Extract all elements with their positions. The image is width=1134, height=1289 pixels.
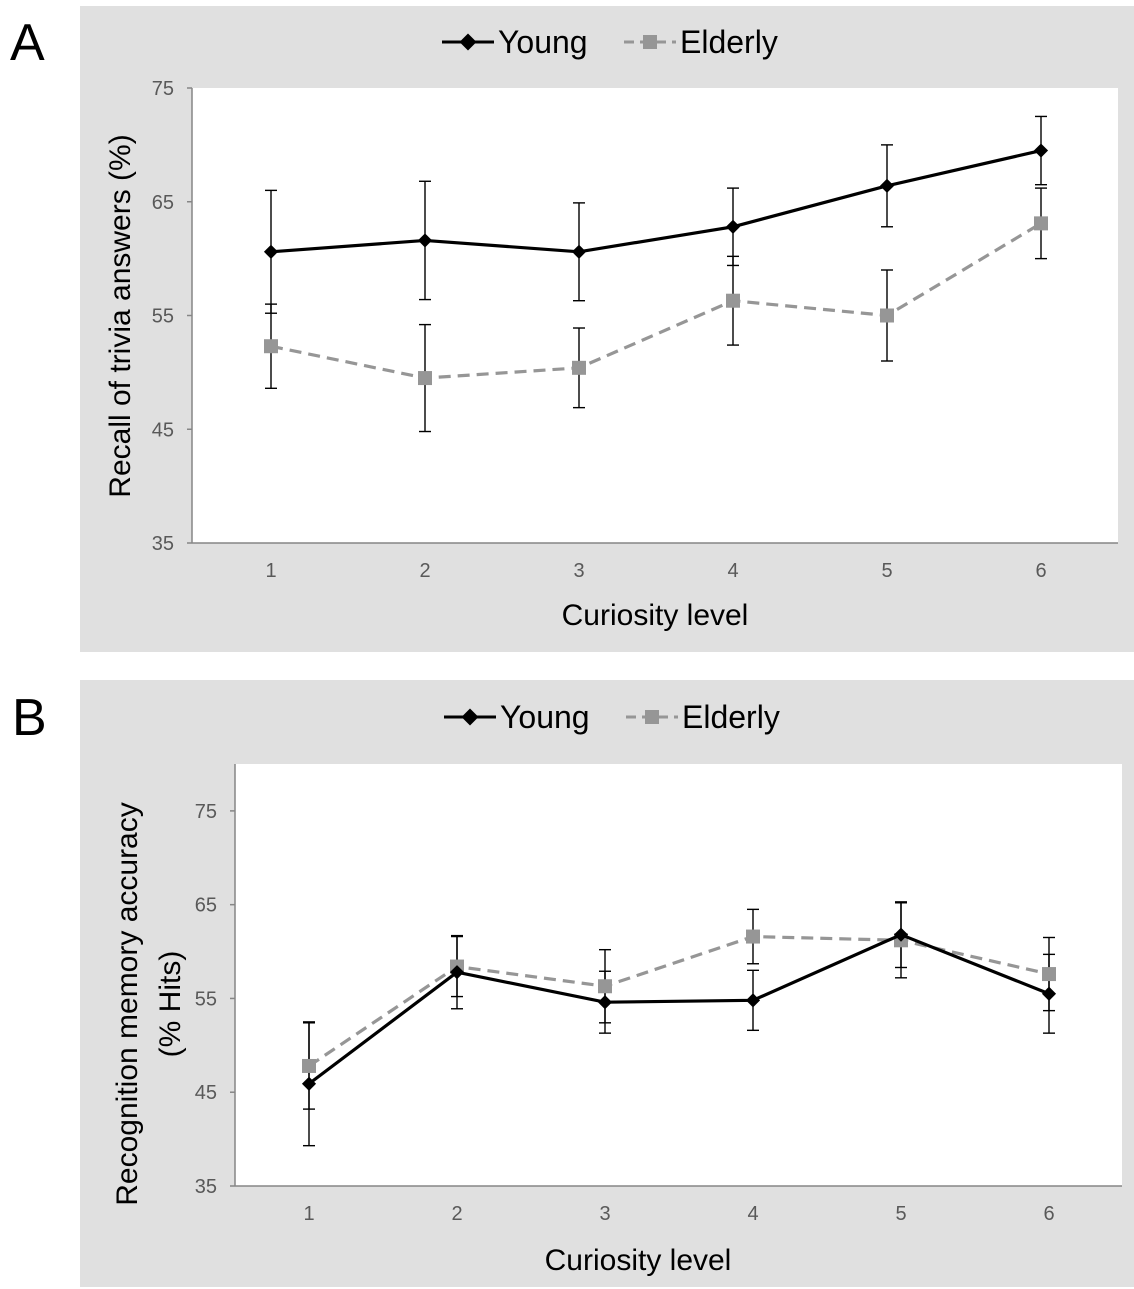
y-axis-label-b-line2: (% Hits) [154,951,187,1058]
x-tick-label: 2 [419,560,430,582]
series-marks-b [301,901,1057,1147]
x-tick-label: 5 [895,1203,906,1225]
elderly-point [418,371,432,386]
x-tick-label: 1 [303,1203,314,1225]
elderly-point [572,360,586,375]
young-point [1041,986,1057,1001]
young-point [597,995,613,1010]
x-ticks-a: 1 2 3 4 5 6 [265,560,1046,582]
elderly-point [746,929,760,944]
y-axis-label-a: Recall of trivia answers (%) [104,134,137,497]
young-point [1033,143,1049,158]
young-point [301,1076,317,1091]
young-series-line [308,932,1050,1086]
legend-b: Young Elderly [444,699,780,735]
x-tick-label: 5 [881,560,892,582]
y-tick-label: 45 [152,419,174,441]
y-tick-label: 35 [152,533,174,555]
y-tick-label: 65 [152,192,174,214]
young-point [879,178,895,193]
legend-b-elderly-marker [645,710,659,724]
y-tick-label: 65 [195,895,217,917]
elderly-point [264,339,278,354]
plot-area-b [235,764,1122,1186]
panel-letter-b: B [12,689,47,747]
y-ticks-b: 35 45 55 65 75 [195,801,235,1198]
young-point [449,965,465,980]
y-tick-label: 55 [195,988,217,1010]
x-tick-label: 6 [1035,560,1046,582]
elderly-point [302,1058,316,1073]
x-tick-label: 3 [599,1203,610,1225]
y-ticks-a: 35 45 55 65 75 [152,78,192,555]
elderly-point [1034,216,1048,231]
legend-b-elderly-label: Elderly [682,699,780,735]
x-tick-label: 4 [727,560,738,582]
legend-a-young-label: Young [498,24,588,60]
y-tick-label: 45 [195,1082,217,1104]
elderly-point [1042,967,1056,982]
x-ticks-b: 1 2 3 4 5 6 [303,1203,1054,1225]
x-tick-label: 6 [1043,1203,1054,1225]
y-tick-label: 55 [152,306,174,328]
x-axis-label-b: Curiosity level [545,1244,732,1277]
young-point [893,927,909,942]
legend-a-elderly-marker [643,35,657,49]
legend-b-young-label: Young [500,699,590,735]
y-tick-label: 35 [195,1176,217,1198]
young-point [745,993,761,1008]
y-tick-label: 75 [152,78,174,100]
x-tick-label: 4 [747,1203,758,1225]
young-point [417,233,433,248]
young-point [263,244,279,259]
elderly-point [880,308,894,323]
elderly-point [598,979,612,994]
legend-b-young-marker [461,708,479,726]
young-point [725,219,741,234]
x-tick-label: 1 [265,560,276,582]
x-axis-label-a: Curiosity level [562,599,749,632]
y-tick-label: 75 [195,801,217,823]
young-point [571,244,587,259]
elderly-point [726,293,740,308]
series-marks-a [263,115,1049,433]
young-series-line [270,149,1042,254]
legend-a-elderly-label: Elderly [680,24,778,60]
y-axis-label-b-line1: Recognition memory accuracy [111,802,144,1206]
plot-area-a [192,88,1118,543]
x-tick-label: 3 [573,560,584,582]
x-tick-label: 2 [451,1203,462,1225]
panel-letter-a: A [10,14,45,72]
